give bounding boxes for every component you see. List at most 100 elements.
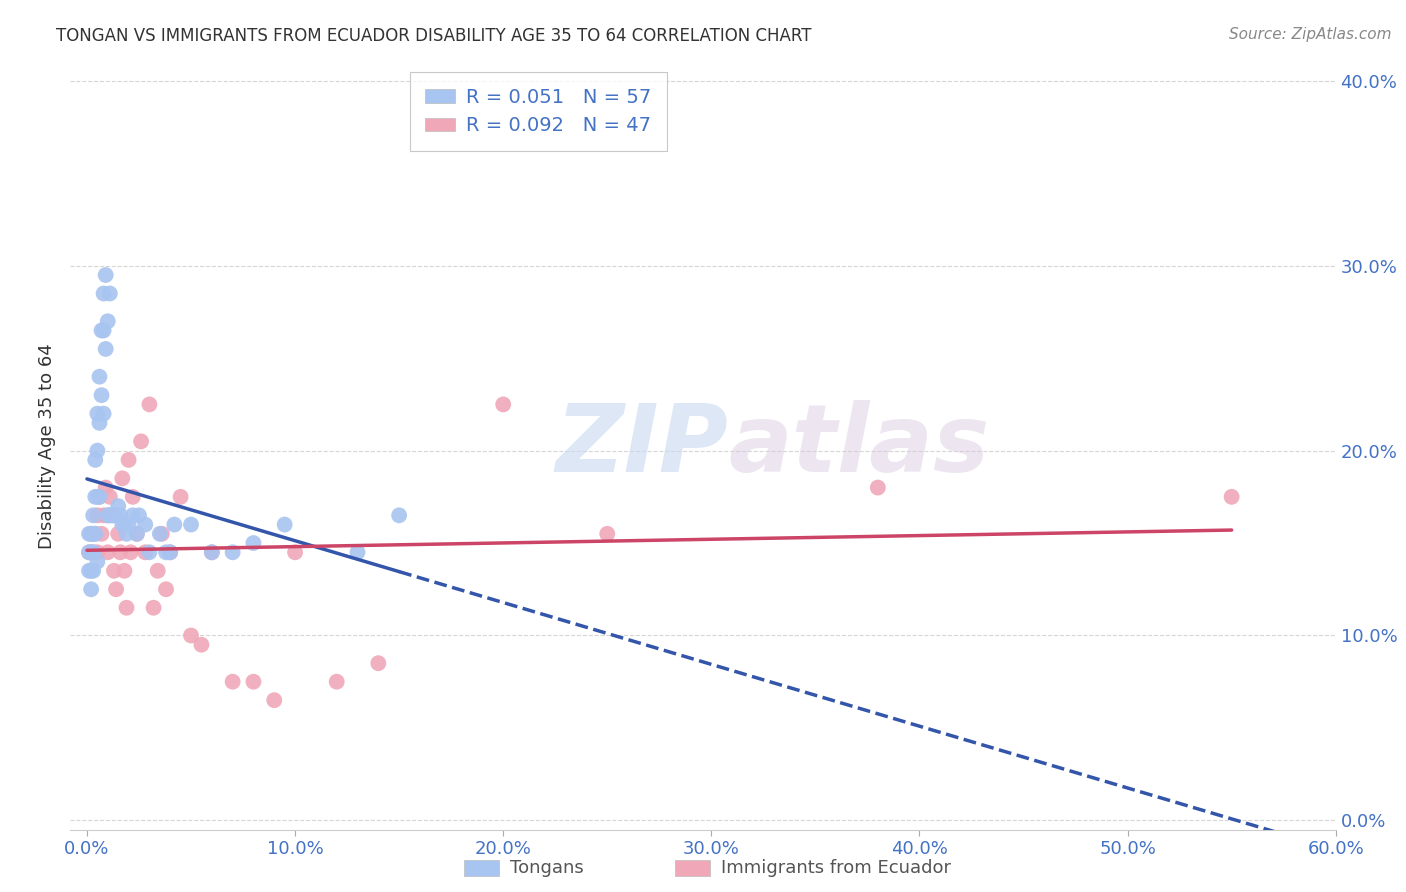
Point	[84, 526, 107, 541]
Point	[105, 508, 128, 523]
Text: atlas: atlas	[728, 400, 990, 492]
Point	[134, 517, 156, 532]
Point	[80, 526, 103, 541]
Point	[82, 545, 104, 559]
Point	[180, 628, 202, 642]
Point	[201, 545, 224, 559]
Point	[84, 453, 107, 467]
Point	[111, 471, 134, 485]
Point	[492, 397, 515, 411]
Point	[125, 526, 148, 541]
Point	[97, 508, 120, 523]
Point	[105, 582, 128, 597]
Point	[325, 674, 347, 689]
Y-axis label: Disability Age 35 to 64: Disability Age 35 to 64	[38, 343, 56, 549]
Point	[80, 526, 103, 541]
Point	[98, 508, 121, 523]
Point	[86, 508, 108, 523]
Point	[97, 314, 120, 328]
Point	[163, 517, 186, 532]
Point	[94, 342, 117, 356]
Point	[169, 490, 191, 504]
Point	[159, 545, 181, 559]
Point	[90, 388, 112, 402]
Point	[117, 517, 139, 532]
Point	[115, 600, 138, 615]
Point	[89, 490, 111, 504]
Point	[82, 508, 104, 523]
Point	[112, 517, 135, 532]
Point	[86, 407, 108, 421]
Point	[190, 638, 212, 652]
Text: Tongans: Tongans	[510, 859, 583, 877]
Point	[273, 517, 295, 532]
Point	[93, 508, 115, 523]
Point	[98, 286, 121, 301]
Point	[125, 526, 148, 541]
Point	[86, 443, 108, 458]
Point	[77, 526, 100, 541]
Point	[107, 526, 129, 541]
Point	[596, 526, 619, 541]
Point	[80, 564, 103, 578]
Point	[93, 407, 115, 421]
Point	[128, 508, 150, 523]
Point	[1220, 490, 1243, 504]
Point	[142, 600, 165, 615]
Text: TONGAN VS IMMIGRANTS FROM ECUADOR DISABILITY AGE 35 TO 64 CORRELATION CHART: TONGAN VS IMMIGRANTS FROM ECUADOR DISABI…	[56, 27, 811, 45]
Point	[89, 490, 111, 504]
Point	[121, 490, 143, 504]
Point	[86, 545, 108, 559]
Point	[82, 564, 104, 578]
Point	[86, 555, 108, 569]
Point	[80, 582, 103, 597]
Point	[149, 526, 172, 541]
Point	[221, 674, 243, 689]
Point	[94, 481, 117, 495]
Point	[110, 545, 132, 559]
Point	[77, 545, 100, 559]
Point	[112, 564, 135, 578]
Point	[242, 674, 264, 689]
Point	[84, 526, 107, 541]
Point	[146, 564, 169, 578]
Point	[107, 499, 129, 513]
Point	[97, 508, 120, 523]
Point	[110, 508, 132, 523]
Point	[103, 564, 125, 578]
Text: ZIP: ZIP	[555, 400, 728, 492]
Point	[89, 416, 111, 430]
Point	[103, 508, 125, 523]
Point	[346, 545, 368, 559]
Point	[134, 545, 156, 559]
Point	[129, 434, 152, 449]
Point	[242, 536, 264, 550]
Point	[155, 545, 177, 559]
Point	[77, 564, 100, 578]
Point	[90, 526, 112, 541]
Point	[120, 545, 142, 559]
Point	[93, 286, 115, 301]
Point	[388, 508, 411, 523]
Point	[180, 517, 202, 532]
Point	[201, 545, 224, 559]
Point	[98, 490, 121, 504]
Point	[115, 526, 138, 541]
Point	[94, 268, 117, 282]
Point	[82, 545, 104, 559]
Point	[866, 481, 889, 495]
Point	[221, 545, 243, 559]
Point	[111, 517, 134, 532]
Point	[159, 545, 181, 559]
Point	[367, 656, 389, 670]
Point	[89, 369, 111, 384]
Point	[284, 545, 307, 559]
Point	[93, 323, 115, 337]
Point	[86, 490, 108, 504]
Point	[155, 582, 177, 597]
Point	[138, 545, 160, 559]
Point	[138, 397, 160, 411]
Point	[101, 508, 124, 523]
Text: Source: ZipAtlas.com: Source: ZipAtlas.com	[1229, 27, 1392, 42]
Point	[117, 453, 139, 467]
